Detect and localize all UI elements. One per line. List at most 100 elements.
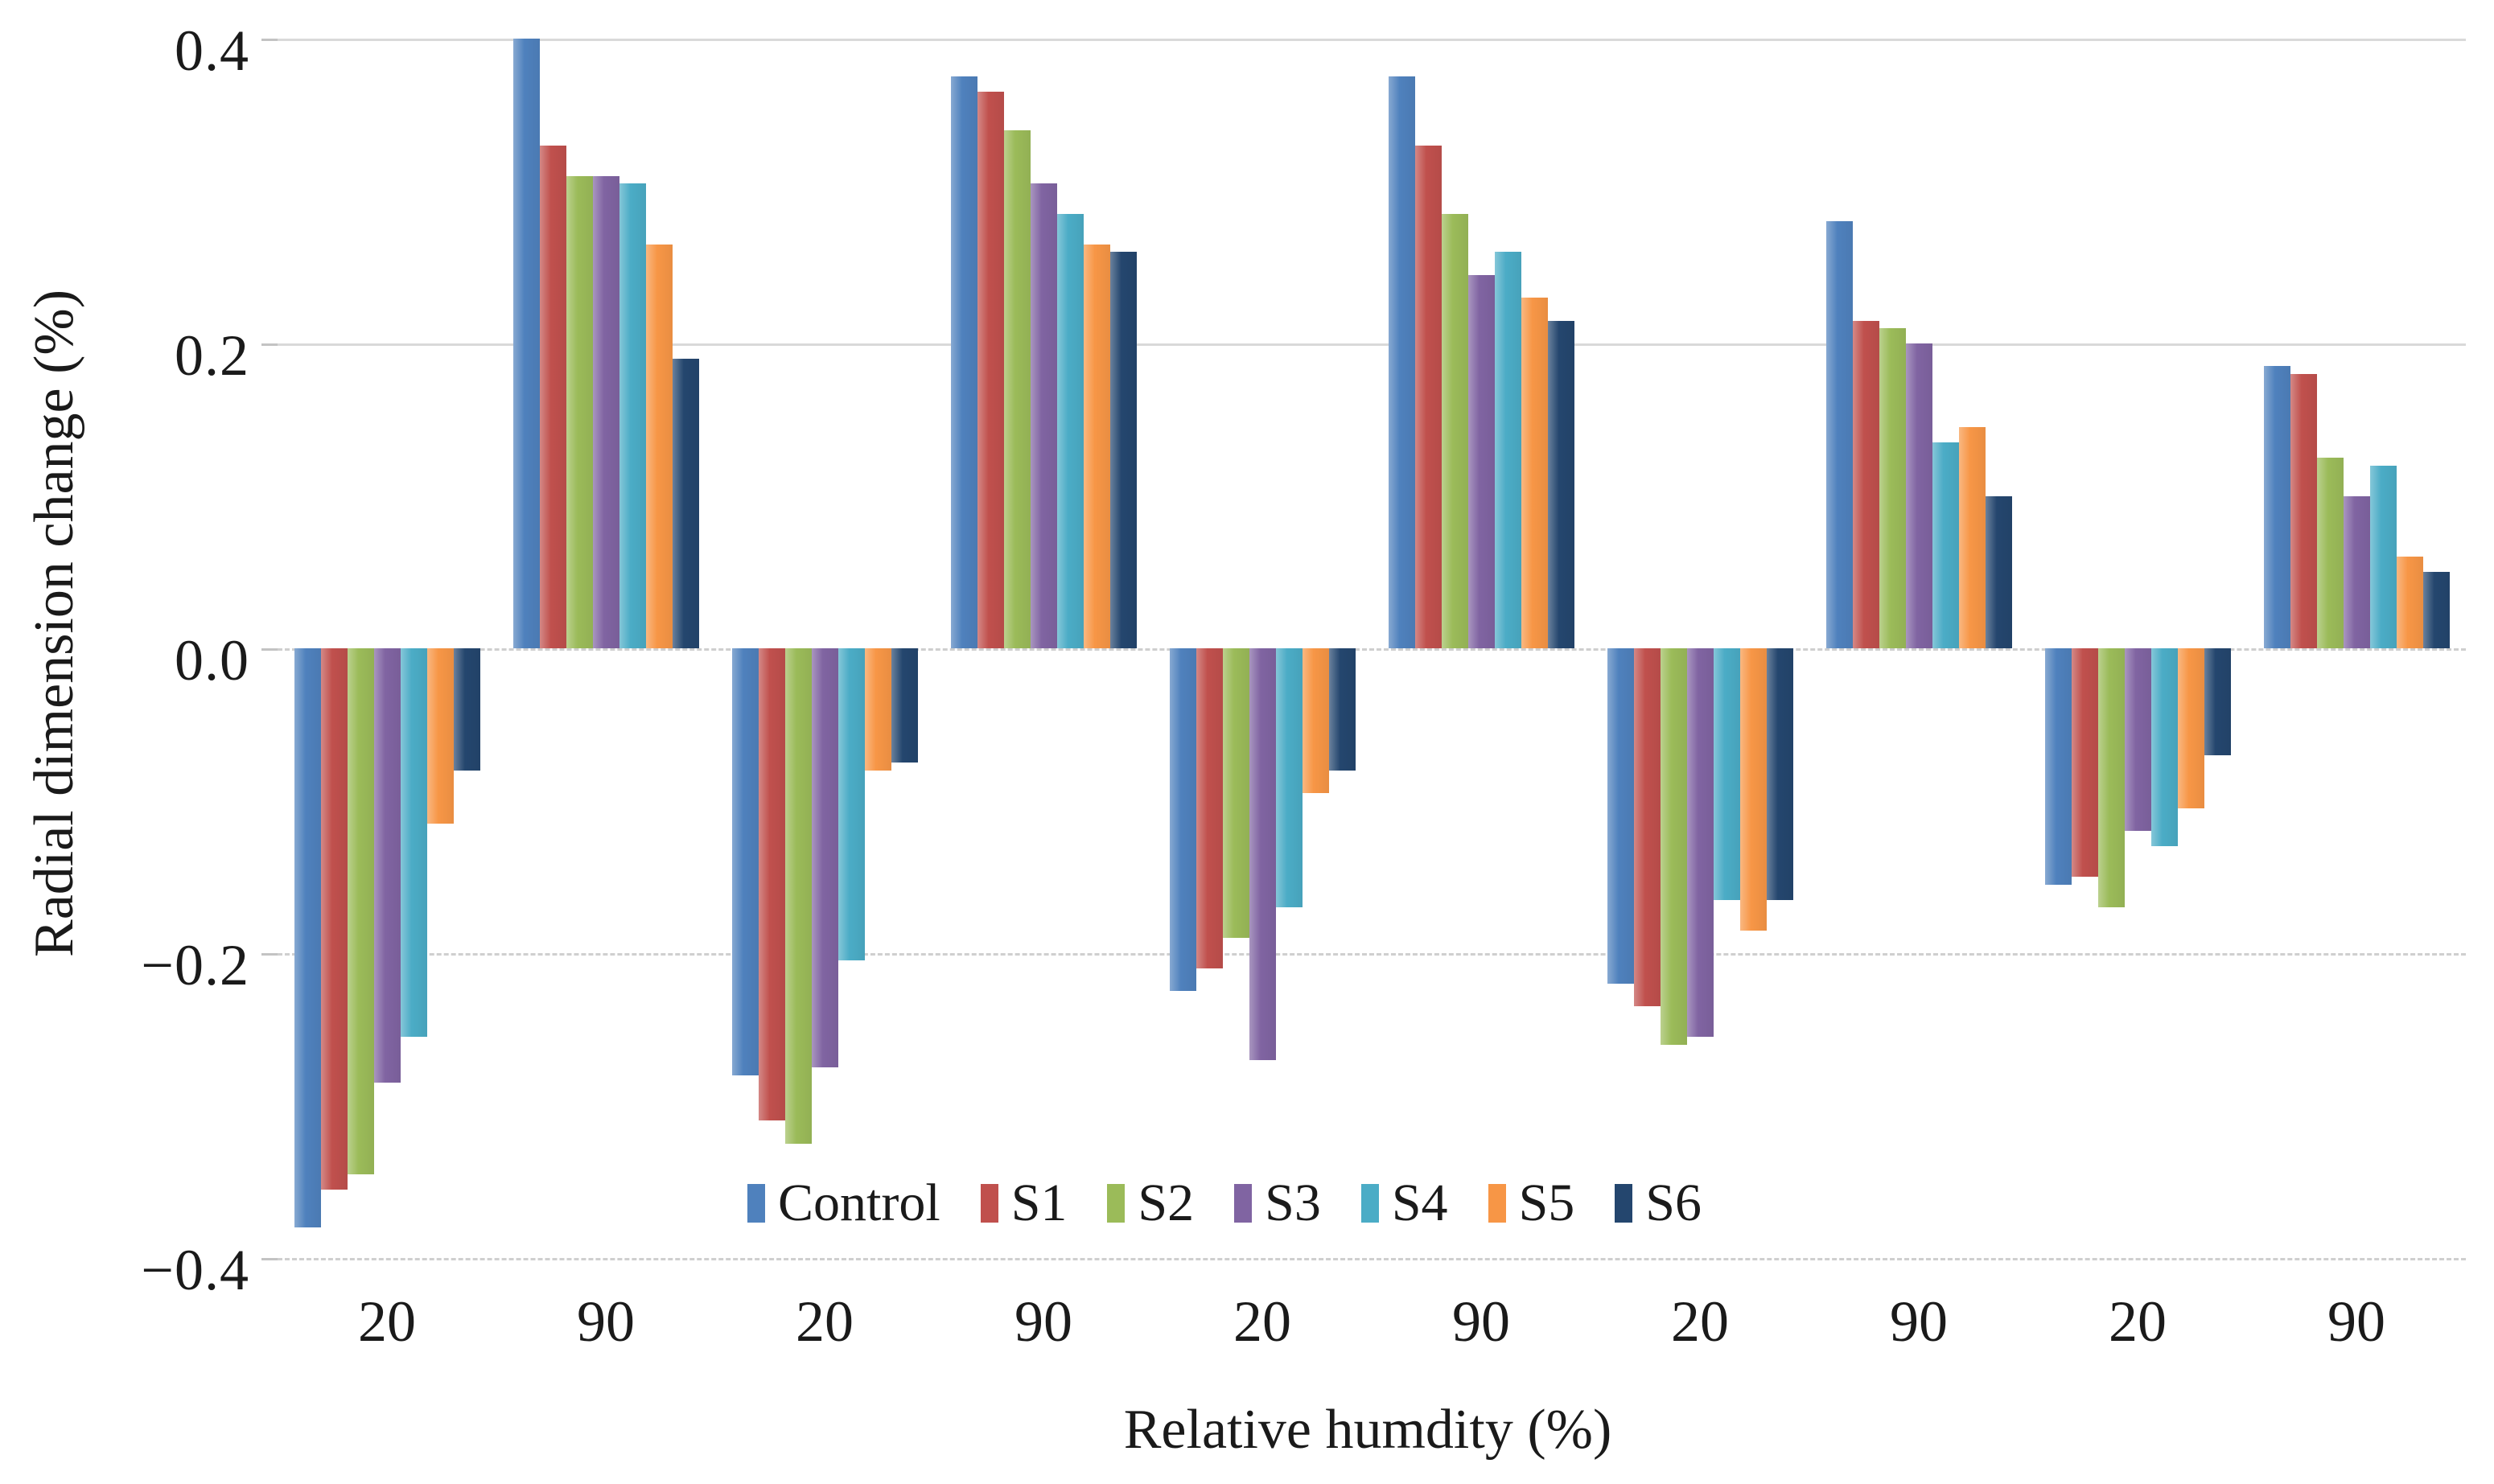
bar-sheen [1169, 648, 1196, 992]
bar-s4-group6 [1494, 252, 1521, 648]
bar-sheen [1222, 648, 1249, 939]
legend-item-s4: S4 [1360, 1173, 1448, 1234]
y-tick-label: 0.2 [175, 323, 249, 388]
bar-sheen [1441, 213, 1468, 648]
bar-sheen [2290, 373, 2317, 648]
bar-sheen [1003, 129, 1031, 648]
bar-sheen [731, 648, 759, 1075]
x-tick-label-group7: 20 [1671, 1289, 1729, 1354]
bar-sheen [1825, 221, 1853, 648]
legend-label-s1: S1 [1010, 1174, 1068, 1232]
bar-control-group4 [950, 76, 977, 648]
bar-sheen [2124, 648, 2151, 832]
bar-sheen [1388, 76, 1415, 648]
bar-s3-group10 [2343, 495, 2370, 648]
bar-sheen [1494, 252, 1521, 648]
legend-swatch-control [747, 1184, 765, 1223]
bar-s4-group3 [838, 648, 865, 961]
legend-swatch-s4 [1360, 1184, 1379, 1223]
bar-sheen [1958, 427, 1986, 648]
bar-sheen [784, 648, 812, 1144]
bar-sheen [1905, 343, 1932, 648]
bar-s2-group4 [1003, 129, 1031, 648]
bar-s2-group5 [1222, 648, 1249, 939]
bar-sheen [977, 92, 1004, 648]
bar-s4-group8 [1932, 442, 1959, 648]
bar-s1-group8 [1852, 320, 1879, 648]
bar-s1-group7 [1633, 648, 1661, 1007]
bar-s5-group7 [1739, 648, 1767, 931]
bar-control-group1 [294, 648, 321, 1228]
bar-s3-group6 [1467, 274, 1495, 648]
bar-s1-group4 [977, 92, 1004, 648]
y-axis-title: Radial dimension change (%) [23, 289, 85, 957]
bar-s4-group4 [1056, 213, 1084, 648]
bar-s3-group4 [1030, 183, 1057, 648]
bar-sheen [758, 648, 785, 1121]
bar-sheen [1686, 648, 1714, 1038]
bar-sheen [592, 175, 619, 648]
x-axis-title: Relative humdity (%) [1123, 1399, 1612, 1461]
bar-sheen [512, 39, 540, 648]
bar-s3-group7 [1686, 648, 1714, 1038]
y-tick-label: −0.2 [141, 933, 249, 997]
y-tick-mark [261, 343, 278, 346]
bar-s2-group3 [784, 648, 812, 1144]
bar-s4-group9 [2150, 648, 2178, 847]
bar-s6-group4 [1109, 252, 1137, 648]
bar-s2-group6 [1441, 213, 1468, 648]
y-tick-mark [261, 1258, 278, 1260]
bar-sheen [2071, 648, 2098, 878]
bar-sheen [2316, 458, 2344, 648]
bar-sheen [1739, 648, 1767, 931]
y-tick-mark [261, 39, 278, 41]
y-tick-label: −0.4 [141, 1238, 249, 1302]
bar-s3-group8 [1905, 343, 1932, 648]
bar-s1-group9 [2071, 648, 2098, 878]
bar-sheen [1633, 648, 1661, 1007]
bar-s1-group3 [758, 648, 785, 1121]
bar-s4-group7 [1713, 648, 1740, 900]
bar-sheen [1521, 298, 1548, 648]
bar-s2-group2 [566, 175, 593, 648]
bar-sheen [1879, 328, 1906, 648]
bar-s4-group10 [2369, 465, 2397, 648]
bar-sheen [645, 244, 673, 648]
bar-s6-group5 [1328, 648, 1356, 771]
bar-control-group3 [731, 648, 759, 1075]
y-tick-mark [261, 648, 278, 651]
bar-sheen [2177, 648, 2204, 808]
bar-s5-group9 [2177, 648, 2204, 808]
bar-s5-group2 [645, 244, 673, 648]
x-tick-label-group8: 90 [1890, 1289, 1948, 1354]
gridline-−0.2 [278, 953, 2466, 956]
x-tick-label-group9: 20 [2109, 1289, 2167, 1354]
bar-sheen [1713, 648, 1740, 900]
bar-s2-group10 [2316, 458, 2344, 648]
bar-s2-group9 [2097, 648, 2125, 908]
bar-sheen [1766, 648, 1793, 900]
legend-label-s4: S4 [1391, 1174, 1448, 1232]
bar-sheen [1275, 648, 1303, 908]
legend-item-s1: S1 [980, 1173, 1068, 1234]
y-tick-label: 0.4 [175, 18, 249, 83]
bar-s2-group8 [1879, 328, 1906, 648]
bar-sheen [1109, 252, 1137, 648]
bar-sheen [2369, 465, 2397, 648]
bar-s5-group1 [426, 648, 454, 824]
bar-sheen [891, 648, 918, 763]
bar-sheen [950, 76, 977, 648]
gridline-0.4 [278, 39, 2466, 41]
bar-sheen [347, 648, 374, 1174]
y-axis-title-wrap: Radial dimension change (%) [23, 290, 87, 957]
bar-sheen [566, 175, 593, 648]
bar-s5-group10 [2396, 557, 2423, 648]
bar-sheen [320, 648, 348, 1190]
bar-sheen [2263, 366, 2290, 648]
bar-sheen [2396, 557, 2423, 648]
x-tick-label-group3: 20 [796, 1289, 854, 1354]
bar-sheen [400, 648, 427, 1038]
bar-sheen [1249, 648, 1276, 1060]
legend-swatch-s2 [1107, 1184, 1126, 1223]
